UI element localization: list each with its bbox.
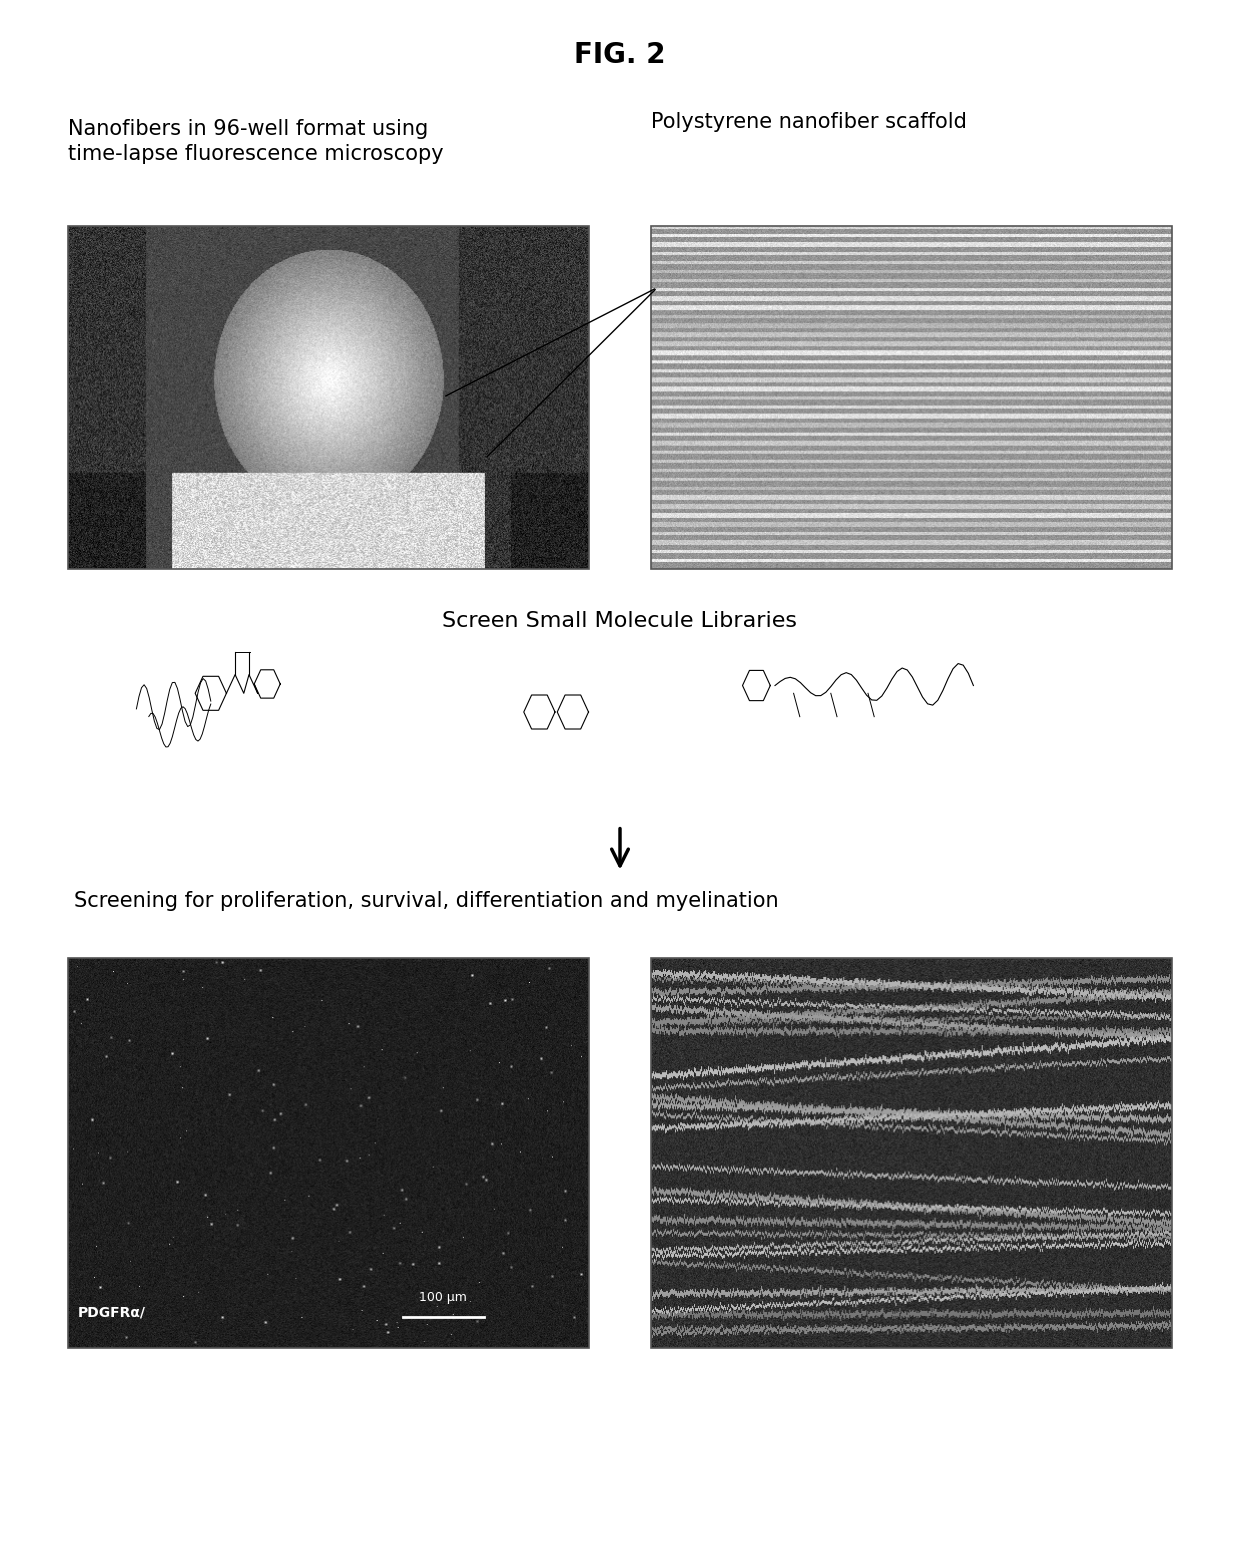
Bar [68, 958, 589, 1348]
Text: 100 μm: 100 μm [419, 1292, 467, 1304]
Bar [651, 958, 1172, 1348]
Text: FIG. 2: FIG. 2 [574, 41, 666, 69]
Text: Screening for proliferation, survival, differentiation and myelination: Screening for proliferation, survival, d… [74, 891, 779, 911]
Bar [68, 226, 589, 569]
Text: PDGFRα/: PDGFRα/ [78, 1306, 146, 1320]
Text: Polystyrene nanofiber scaffold: Polystyrene nanofiber scaffold [651, 112, 967, 132]
Text: Screen Small Molecule Libraries: Screen Small Molecule Libraries [443, 611, 797, 631]
Text: Nanofibers in 96-well format using
time-lapse fluorescence microscopy: Nanofibers in 96-well format using time-… [68, 118, 444, 164]
Bar [651, 226, 1172, 569]
